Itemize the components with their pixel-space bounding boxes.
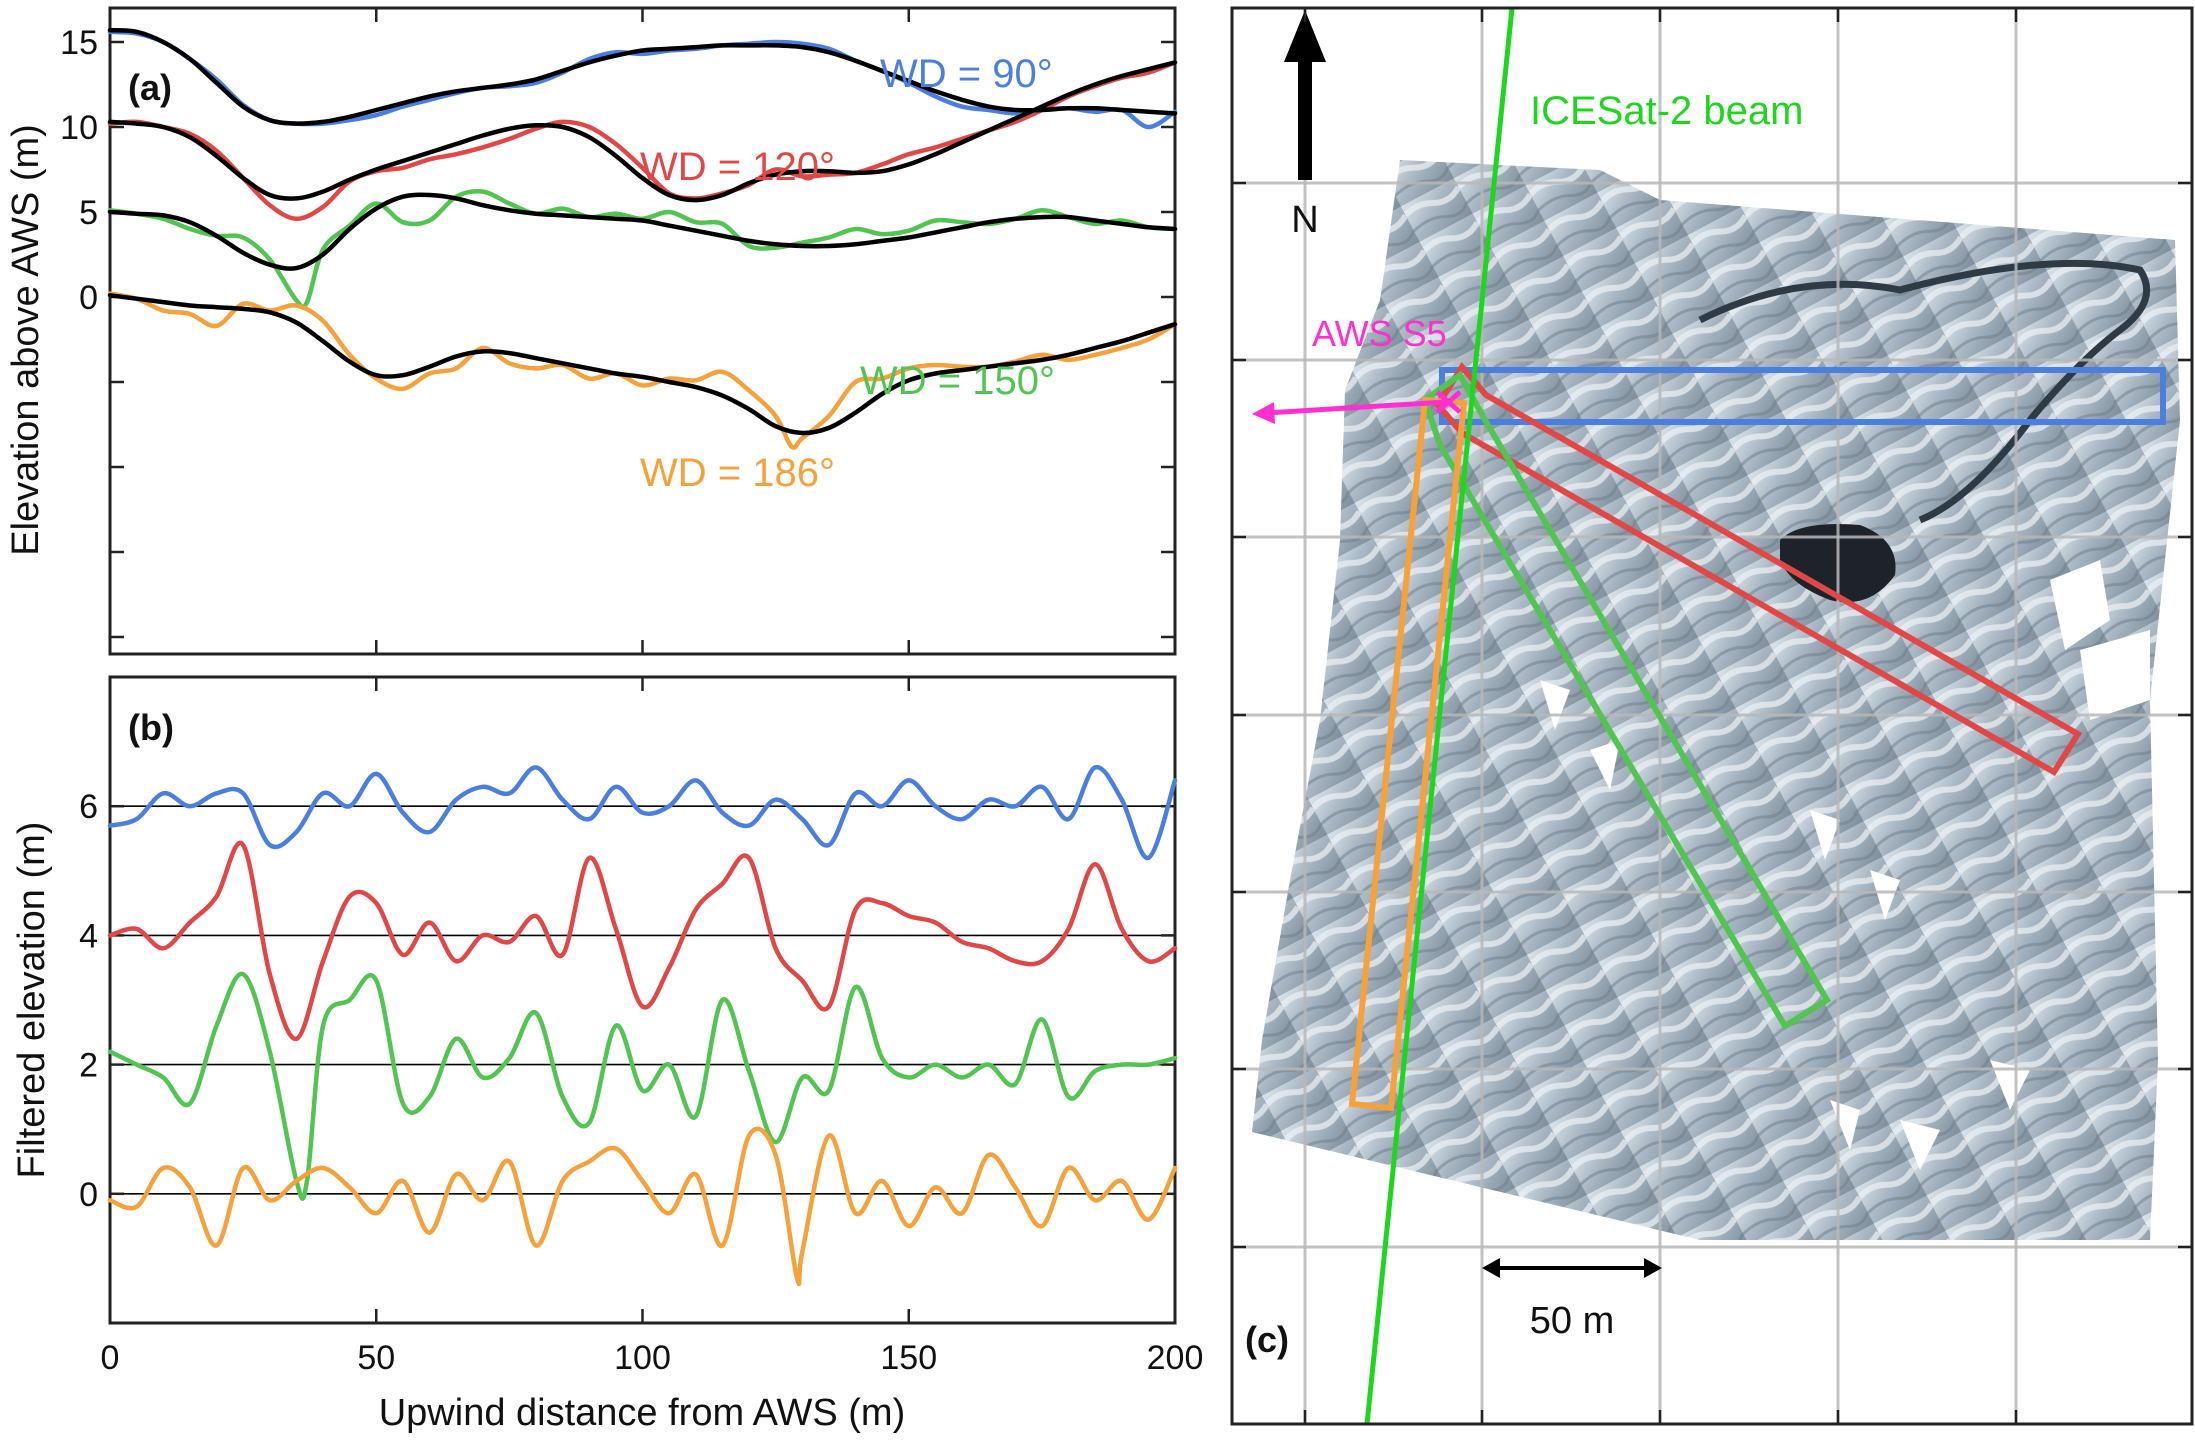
y-tick-label-6: 6 — [79, 788, 98, 826]
series-line-wd-120 — [107, 840, 1178, 1042]
series-label-wd150: WD = 150° — [860, 359, 1055, 403]
image-gaps — [1540, 560, 2150, 1170]
fit-line-smooth-fit-wd-120 — [107, 60, 1178, 203]
y-tick-label-10: 10 — [60, 109, 98, 147]
series-label-wd120: WD = 120° — [640, 145, 835, 189]
x-tick-label-200: 200 — [1147, 1339, 1204, 1377]
scale-bar — [1482, 1258, 1662, 1278]
aws-label: AWS S5 — [1312, 313, 1447, 354]
x-tick-label-0: 0 — [101, 1339, 120, 1377]
series-line-wd-150 — [107, 189, 1178, 310]
x-axis-label: Upwind distance from AWS (m) — [379, 1392, 906, 1434]
north-label: N — [1291, 199, 1318, 241]
fit-line-smooth-fit-wd-186 — [107, 293, 1178, 436]
icesat-beam-line — [1364, 8, 1515, 1424]
panel-b-frame — [108, 675, 1177, 1325]
x-tick-label-100: 100 — [614, 1339, 671, 1377]
panel-a-frame — [108, 6, 1177, 656]
panel-b-label: (b) — [128, 707, 174, 748]
aws-marker — [1252, 390, 1462, 424]
icesat-label: ICESat-2 beam — [1530, 89, 1803, 133]
panel-b-ylabel: Filtered elevation (m) — [11, 822, 53, 1179]
x-tick-label-50: 50 — [357, 1339, 395, 1377]
y-tick-label-4: 4 — [79, 917, 98, 955]
fit-line-smooth-fit-wd-150 — [107, 192, 1178, 271]
panel-b-baselines — [110, 805, 1175, 1195]
fit-line-smooth-fit-wd-90 — [107, 27, 1178, 126]
y-tick-label-0: 0 — [79, 1176, 98, 1214]
panel-b-lines — [107, 765, 1178, 1287]
series-line-wd-150 — [107, 971, 1178, 1201]
panel-a-ticks: 0 5 10 15 — [60, 8, 1177, 654]
y-tick-label-0: 0 — [79, 279, 98, 317]
footprint-wd120 — [1434, 361, 2083, 777]
y-tick-label-5: 5 — [79, 194, 98, 232]
panel-c-map: N ICESat-2 beam AWS S5 50 m (c) — [1230, 6, 2194, 1426]
panel-a-label: (a) — [128, 67, 172, 108]
panel-b-ticks: 0 2 4 6 0 50 100 150 200 — [79, 677, 1203, 1377]
series-line-wd-186 — [107, 1126, 1178, 1287]
north-arrow — [1284, 10, 1326, 180]
series-line-wd-90 — [107, 765, 1178, 861]
panel-c-label: (c) — [1245, 1319, 1289, 1360]
map-ticks — [1232, 8, 2192, 1424]
panel-a-ylabel: Elevation above AWS (m) — [5, 124, 47, 556]
panel-a-lines — [107, 27, 1178, 450]
orthomosaic-image — [1252, 160, 2180, 1240]
scale-label: 50 m — [1530, 1300, 1614, 1342]
y-tick-label-2: 2 — [79, 1047, 98, 1085]
series-label-wd90: WD = 90° — [880, 52, 1053, 96]
x-tick-label-150: 150 — [880, 1339, 937, 1377]
y-tick-label-15: 15 — [60, 24, 98, 62]
series-label-wd186: WD = 186° — [640, 451, 835, 495]
panel-b: 0 2 4 6 0 50 100 150 200 (b) Filtered elevation … — [11, 675, 1203, 1434]
